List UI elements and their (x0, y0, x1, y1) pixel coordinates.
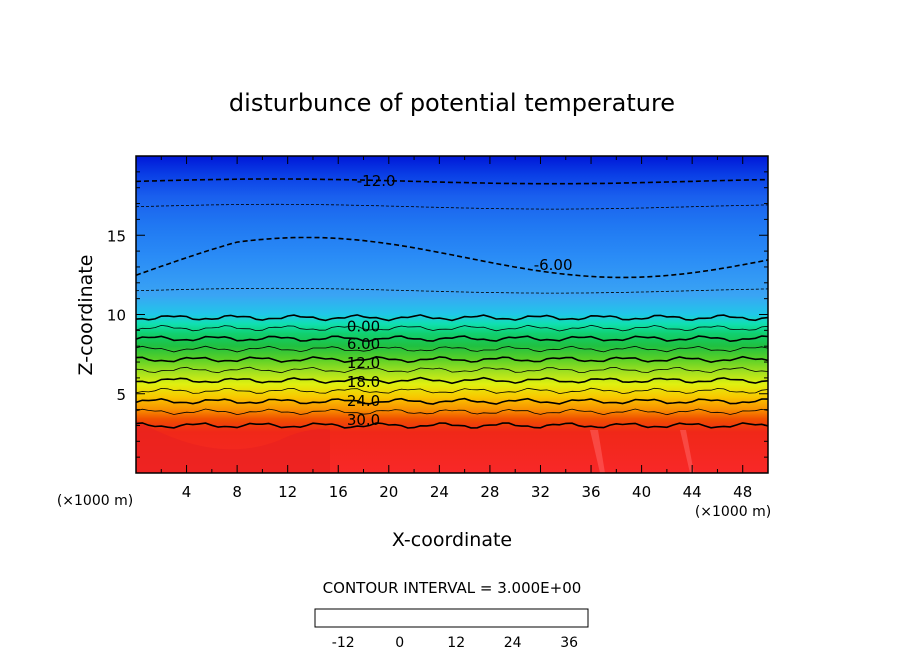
colorbar-tick-label: 36 (560, 635, 578, 651)
contour-label: 12.0 (347, 354, 380, 372)
contour-label: -6.00 (534, 256, 573, 274)
y-tick-label: 5 (116, 386, 126, 404)
contour-line (136, 314, 768, 322)
contour-label: -12.0 (357, 172, 396, 190)
contour-line (136, 203, 768, 210)
x-tick-label: 12 (278, 483, 297, 501)
contour-line (136, 387, 768, 395)
x-tick-label: 36 (581, 483, 600, 501)
plot-area (136, 156, 768, 473)
contour-line (136, 236, 768, 279)
contour-line (136, 408, 768, 416)
y-tick-label: 15 (107, 227, 126, 245)
contour-line (136, 397, 768, 405)
x-tick-label: 48 (733, 483, 752, 501)
colorbar-frame (314, 608, 589, 628)
colorbar-tick-label: 0 (395, 635, 404, 651)
colorbar-tick-label: 24 (504, 635, 522, 651)
x-tick-label: 20 (379, 483, 398, 501)
x-tick-label: 40 (632, 483, 651, 501)
x-tick-label: 16 (329, 483, 348, 501)
contour-line (136, 355, 768, 364)
x-tick-label: 8 (232, 483, 242, 501)
contour-lines (136, 178, 768, 429)
contour-line (136, 335, 768, 343)
lighter-patch (590, 430, 694, 473)
contour-line (136, 366, 768, 374)
contour-line (136, 324, 768, 332)
y-axis: 5 10 15 (107, 171, 768, 458)
x-axis: 4 8 12 16 20 24 28 32 36 40 44 48 (160, 156, 752, 501)
y-tick-label: 10 (107, 307, 126, 325)
contour-line (136, 345, 768, 353)
contour-label: 6.00 (347, 335, 380, 353)
contour-line (136, 422, 768, 429)
contour-line (136, 178, 768, 185)
contour-label: 30.0 (347, 411, 380, 429)
chart-title: disturbunce of potential temperature (229, 89, 675, 117)
colorbar-tick-label: -12 (332, 635, 355, 651)
x-tick-label: 4 (182, 483, 192, 501)
colorbar: -12 0 12 24 36 (314, 608, 589, 651)
x-axis-label: X-coordinate (392, 529, 512, 551)
contour-line (136, 376, 768, 385)
x-unit-left: (×1000 m) (57, 493, 133, 509)
contour-label: 24.0 (347, 392, 380, 410)
contour-label: 18.0 (347, 373, 380, 391)
x-tick-label: 24 (430, 483, 449, 501)
contour-field (136, 156, 768, 473)
x-tick-label: 32 (531, 483, 550, 501)
contour-line (136, 287, 768, 294)
contour-label: 0.00 (347, 318, 380, 336)
contour-interval-text: CONTOUR INTERVAL = 3.000E+00 (323, 579, 582, 597)
x-tick-label: 28 (480, 483, 499, 501)
colorbar-tick-label: 12 (447, 635, 465, 651)
warm-bulge (136, 420, 330, 473)
y-axis-label: Z-coordinate (75, 255, 97, 376)
x-unit-right: (×1000 m) (695, 504, 771, 520)
x-tick-label: 44 (683, 483, 702, 501)
